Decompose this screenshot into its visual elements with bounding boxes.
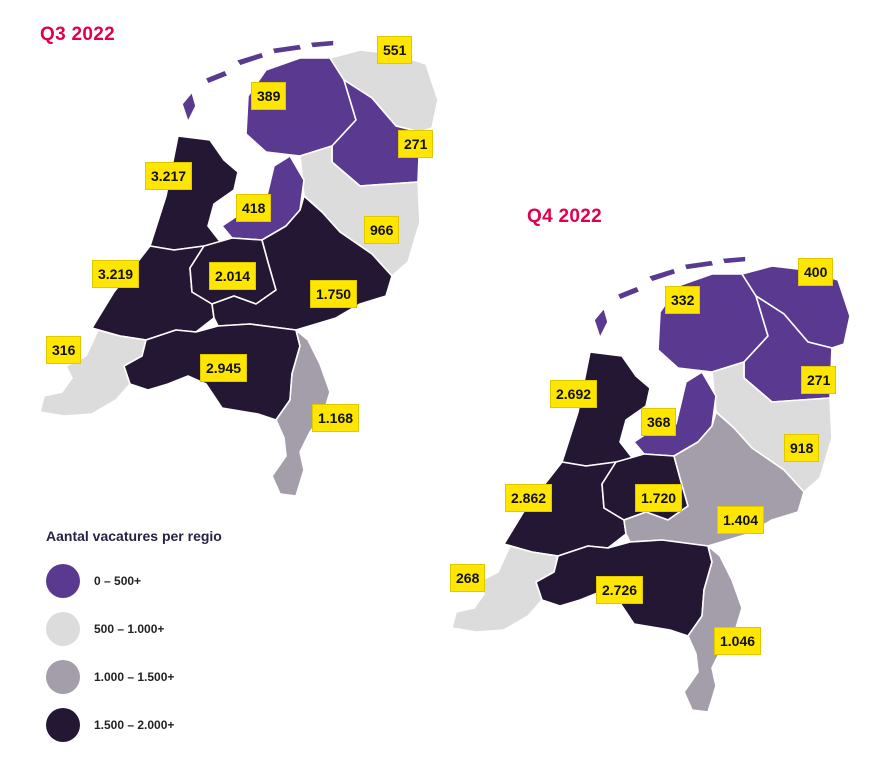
legend-swatch [46, 564, 80, 598]
label-q3-zeeland: 316 [46, 336, 82, 364]
legend-item: 1.000 – 1.500+ [46, 660, 306, 694]
label-q3-drenthe: 271 [398, 130, 434, 158]
label-q4-groningen: 400 [798, 258, 834, 286]
label-q4-drenthe: 271 [801, 366, 837, 394]
label-q4-zuid-holland: 2.862 [505, 484, 553, 512]
label-q3-utrecht: 2.014 [209, 262, 257, 290]
label-q3-gelderland: 1.750 [310, 280, 358, 308]
label-q4-flevoland: 368 [641, 408, 677, 436]
label-q4-zeeland: 268 [450, 564, 486, 592]
label-q4-gelderland: 1.404 [717, 506, 765, 534]
legend-item: 1.500 – 2.000+ [46, 708, 306, 742]
label-q3-flevoland: 418 [236, 194, 272, 222]
map-title-q3: Q3 2022 [40, 24, 115, 45]
wadden-islands-q4 [593, 255, 747, 339]
legend-label: 500 – 1.000+ [94, 622, 165, 636]
label-q4-noord-brabant: 2.726 [596, 576, 644, 604]
label-q3-noord-holland: 3.217 [145, 162, 193, 190]
legend-item: 0 – 500+ [46, 564, 306, 598]
label-q3-overijssel: 966 [364, 216, 400, 244]
province-limburg-q4 [683, 545, 743, 713]
legend-label: 0 – 500+ [94, 574, 142, 588]
legend-title: Aantal vacatures per regio [46, 528, 222, 544]
province-noord-holland-q4 [561, 351, 651, 467]
label-q3-zuid-holland: 3.219 [92, 260, 140, 288]
label-q4-overijssel: 918 [784, 434, 820, 462]
legend-item: 500 – 1.000+ [46, 612, 306, 646]
legend-swatch [46, 612, 80, 646]
legend-swatch [46, 660, 80, 694]
label-q4-limburg: 1.046 [714, 627, 762, 655]
map-title-q4: Q4 2022 [527, 206, 602, 227]
legend-swatch [46, 708, 80, 742]
label-q3-limburg: 1.168 [312, 404, 360, 432]
legend-label: 1.500 – 2.000+ [94, 718, 175, 732]
label-q4-utrecht: 1.720 [635, 484, 683, 512]
label-q3-friesland: 389 [251, 82, 287, 110]
label-q3-groningen: 551 [377, 36, 413, 64]
label-q4-noord-holland: 2.692 [550, 380, 598, 408]
legend-label: 1.000 – 1.500+ [94, 670, 175, 684]
label-q3-noord-brabant: 2.945 [200, 354, 248, 382]
label-q4-friesland: 332 [665, 286, 701, 314]
legend: Aantal vacatures per regio 0 – 500+ 500 … [46, 528, 306, 756]
